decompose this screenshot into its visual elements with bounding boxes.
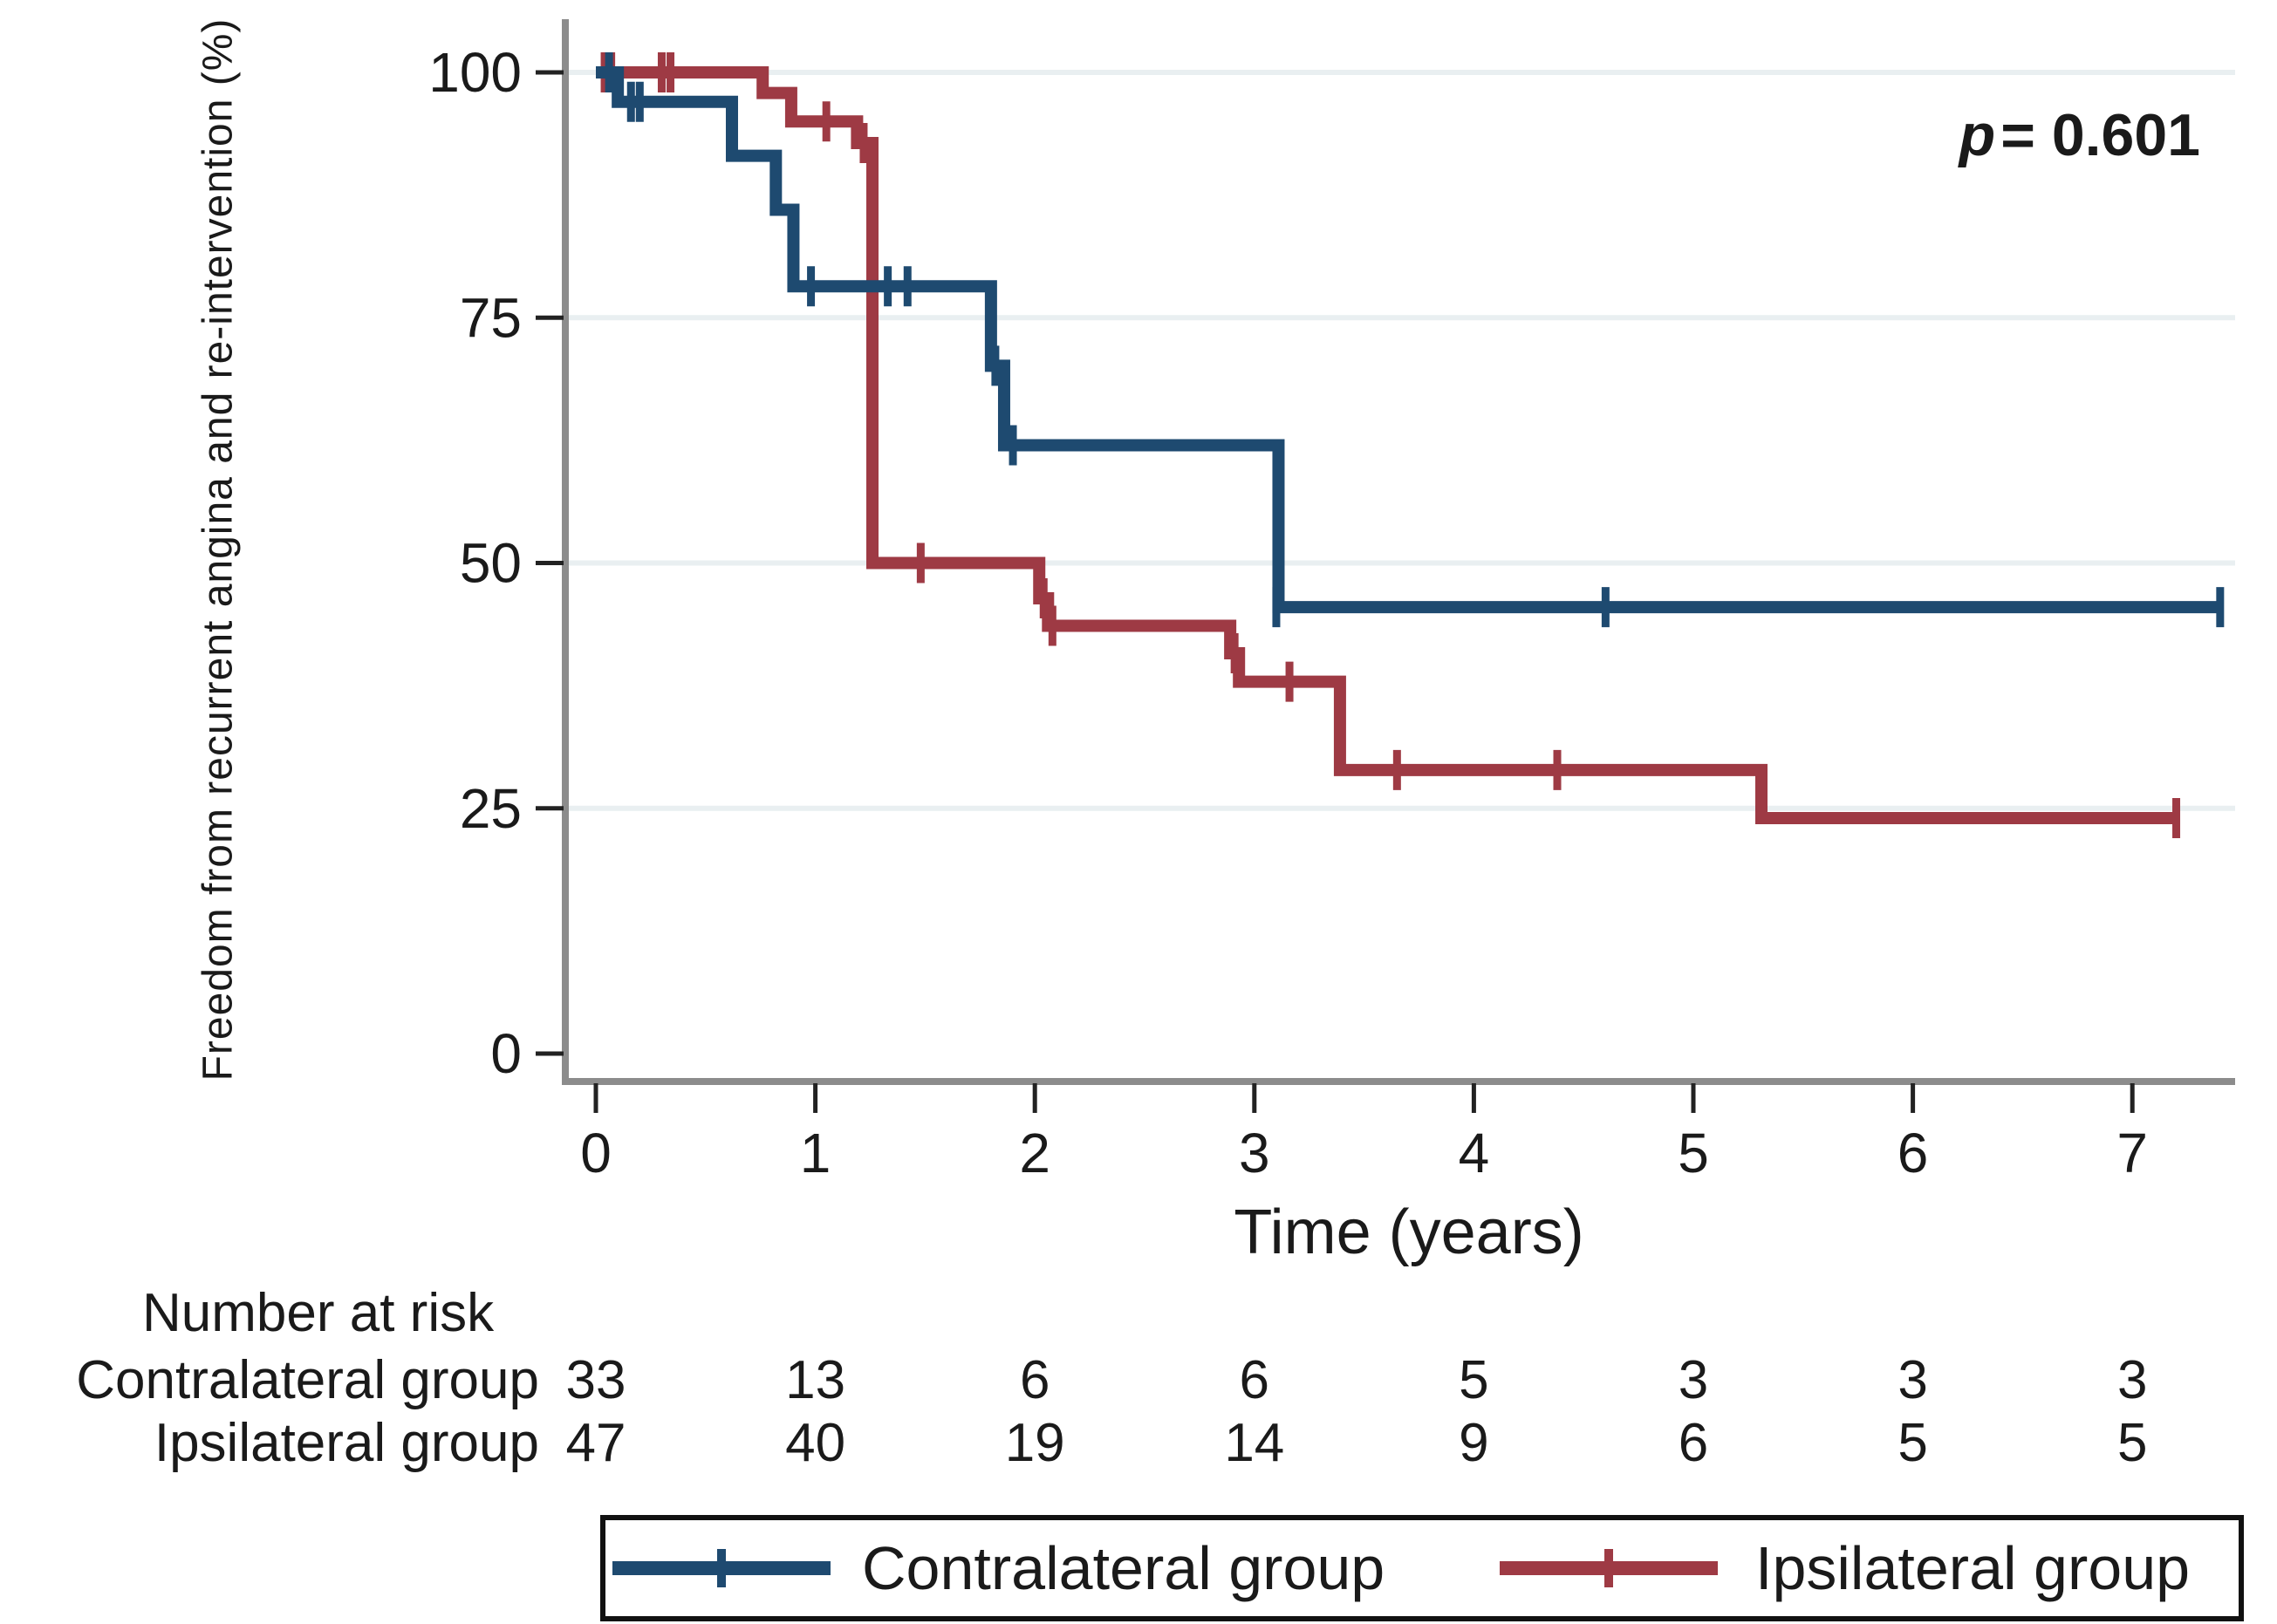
legend-line-swatch	[612, 1549, 831, 1587]
x-tick-label: 2	[1019, 1122, 1050, 1184]
legend-line-swatch	[1500, 1549, 1718, 1587]
x-tick-label: 0	[580, 1122, 612, 1184]
risk-count: 5	[1459, 1350, 1489, 1410]
risk-count: 13	[785, 1350, 846, 1410]
legend-label: Ipsilateral group	[1755, 1534, 2191, 1602]
y-tick-label: 75	[460, 286, 522, 349]
risk-count: 6	[1239, 1350, 1270, 1410]
x-tick-label: 4	[1459, 1122, 1490, 1184]
risk-count: 6	[1019, 1350, 1050, 1410]
risk-count: 19	[1004, 1413, 1065, 1473]
x-axis-label: Time (years)	[1234, 1198, 1584, 1267]
x-tick-label: 6	[1898, 1122, 1929, 1184]
risk-count: 5	[2116, 1413, 2148, 1473]
km-curve-ipsilateral-group	[596, 66, 2177, 824]
risk-count: 9	[1459, 1413, 1489, 1473]
risk-count: 6	[1678, 1413, 1709, 1473]
y-tick-label: 0	[490, 1022, 522, 1085]
legend: Contralateral group Ipsilateral group	[600, 1515, 2244, 1621]
p-value-text: = 0.601	[2000, 102, 2200, 168]
risk-count: 3	[1678, 1350, 1709, 1410]
y-tick-label: 50	[460, 532, 522, 595]
y-axis-label: Freedom from recurrent angina and re-int…	[195, 17, 242, 1082]
risk-count: 33	[565, 1350, 626, 1410]
risk-row-label: Ipsilateral group	[154, 1413, 539, 1473]
p-value-annotation: p= 0.601	[1959, 101, 2200, 169]
legend-censor-tick	[717, 1549, 726, 1587]
risk-count: 3	[2116, 1350, 2148, 1410]
risk-count: 14	[1224, 1413, 1285, 1473]
risk-count: 47	[565, 1413, 626, 1473]
risk-row-label: Contralateral group	[76, 1350, 539, 1410]
legend-censor-tick	[1604, 1549, 1613, 1587]
risk-count: 5	[1898, 1413, 1928, 1473]
y-tick-label: 25	[460, 777, 522, 840]
y-tick-label: 100	[428, 41, 522, 104]
risk-count: 3	[1898, 1350, 1928, 1410]
x-tick-label: 1	[800, 1122, 831, 1184]
x-tick-label: 3	[1239, 1122, 1270, 1184]
p-symbol: p	[1959, 102, 1996, 168]
risk-count: 40	[785, 1413, 846, 1473]
x-tick-label: 7	[2116, 1122, 2148, 1184]
x-tick-label: 5	[1678, 1122, 1709, 1184]
legend-label: Contralateral group	[862, 1534, 1385, 1602]
risk-table-title: Number at risk	[142, 1283, 495, 1343]
km-curve-contralateral-group	[596, 66, 2220, 614]
